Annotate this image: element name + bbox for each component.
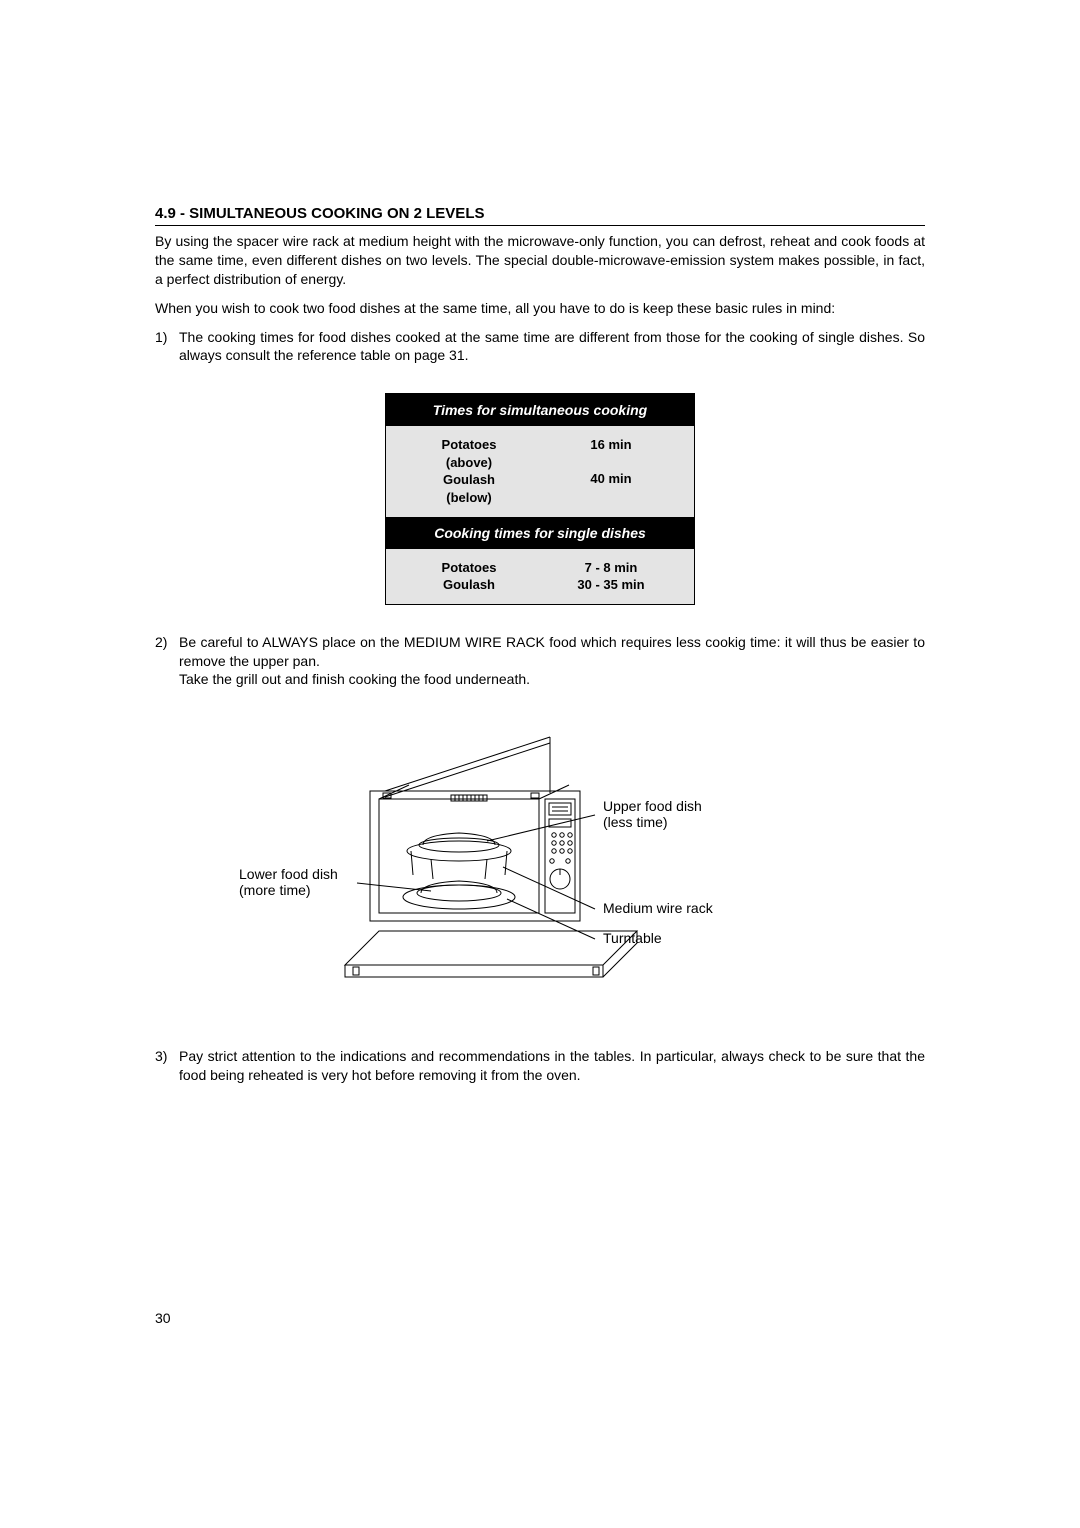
diagram-label-turntable: Turntable	[603, 930, 662, 946]
list-item-3: 3) Pay strict attention to the indicatio…	[155, 1047, 925, 1085]
cell-value: 16 min	[540, 436, 682, 454]
table-header-1: Times for simultaneous cooking	[386, 394, 694, 426]
cell-line: Goulash	[443, 472, 495, 487]
list-body: The cooking times for food dishes cooked…	[179, 328, 925, 366]
diagram-label-rack: Medium wire rack	[603, 900, 714, 916]
diagram-label-lower-2: (more time)	[239, 882, 311, 898]
table-row-single: Potatoes Goulash 7 - 8 min 30 - 35 min	[386, 549, 694, 604]
list-marker: 3)	[155, 1047, 179, 1085]
table-cell: 16 min 40 min	[540, 436, 682, 506]
paragraph-1: By using the spacer wire rack at medium …	[155, 232, 925, 289]
page-content: 4.9 - SIMULTANEOUS COOKING ON 2 LEVELS B…	[155, 205, 925, 1095]
list-line: Take the grill out and finish cooking th…	[179, 671, 530, 687]
list-line: Be careful to ALWAYS place on the MEDIUM…	[179, 634, 925, 669]
cooking-times-table: Times for simultaneous cooking Potatoes …	[155, 393, 925, 604]
diagram-label-lower-1: Lower food dish	[239, 866, 338, 882]
list-body: Pay strict attention to the indications …	[179, 1047, 925, 1085]
table-header-2: Cooking times for single dishes	[386, 517, 694, 549]
table-cell: Potatoes (above) Goulash (below)	[398, 436, 540, 506]
cell-line: (above)	[446, 455, 492, 470]
microwave-diagram: Lower food dish (more time) Upper food d…	[155, 707, 925, 1017]
list-marker: 2)	[155, 633, 179, 690]
list-body: Be careful to ALWAYS place on the MEDIUM…	[179, 633, 925, 690]
table-cell: 7 - 8 min 30 - 35 min	[540, 559, 682, 594]
cell-line: Potatoes	[442, 437, 497, 452]
list-marker: 1)	[155, 328, 179, 366]
table-row-simultaneous: Potatoes (above) Goulash (below) 16 min …	[386, 426, 694, 516]
diagram-label-upper-2: (less time)	[603, 814, 668, 830]
cell-line: Goulash	[443, 577, 495, 592]
cell-line: Potatoes	[442, 560, 497, 575]
diagram-label-upper-1: Upper food dish	[603, 798, 702, 814]
page-number: 30	[155, 1310, 171, 1326]
cell-line: (below)	[446, 490, 492, 505]
cell-value: 30 - 35 min	[540, 576, 682, 594]
list-item-1: 1) The cooking times for food dishes coo…	[155, 328, 925, 366]
cell-value: 40 min	[540, 470, 682, 488]
cell-value: 7 - 8 min	[540, 559, 682, 577]
list-item-2: 2) Be careful to ALWAYS place on the MED…	[155, 633, 925, 690]
paragraph-2: When you wish to cook two food dishes at…	[155, 299, 925, 318]
section-title: 4.9 - SIMULTANEOUS COOKING ON 2 LEVELS	[155, 205, 925, 226]
table-cell: Potatoes Goulash	[398, 559, 540, 594]
